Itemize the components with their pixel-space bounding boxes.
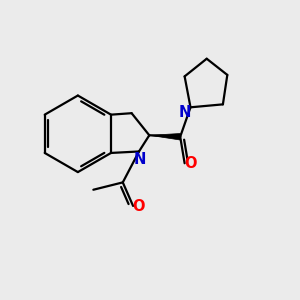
Text: O: O — [184, 156, 197, 171]
Polygon shape — [149, 134, 180, 140]
Text: O: O — [132, 199, 145, 214]
Text: N: N — [134, 152, 146, 167]
Text: N: N — [179, 105, 191, 120]
